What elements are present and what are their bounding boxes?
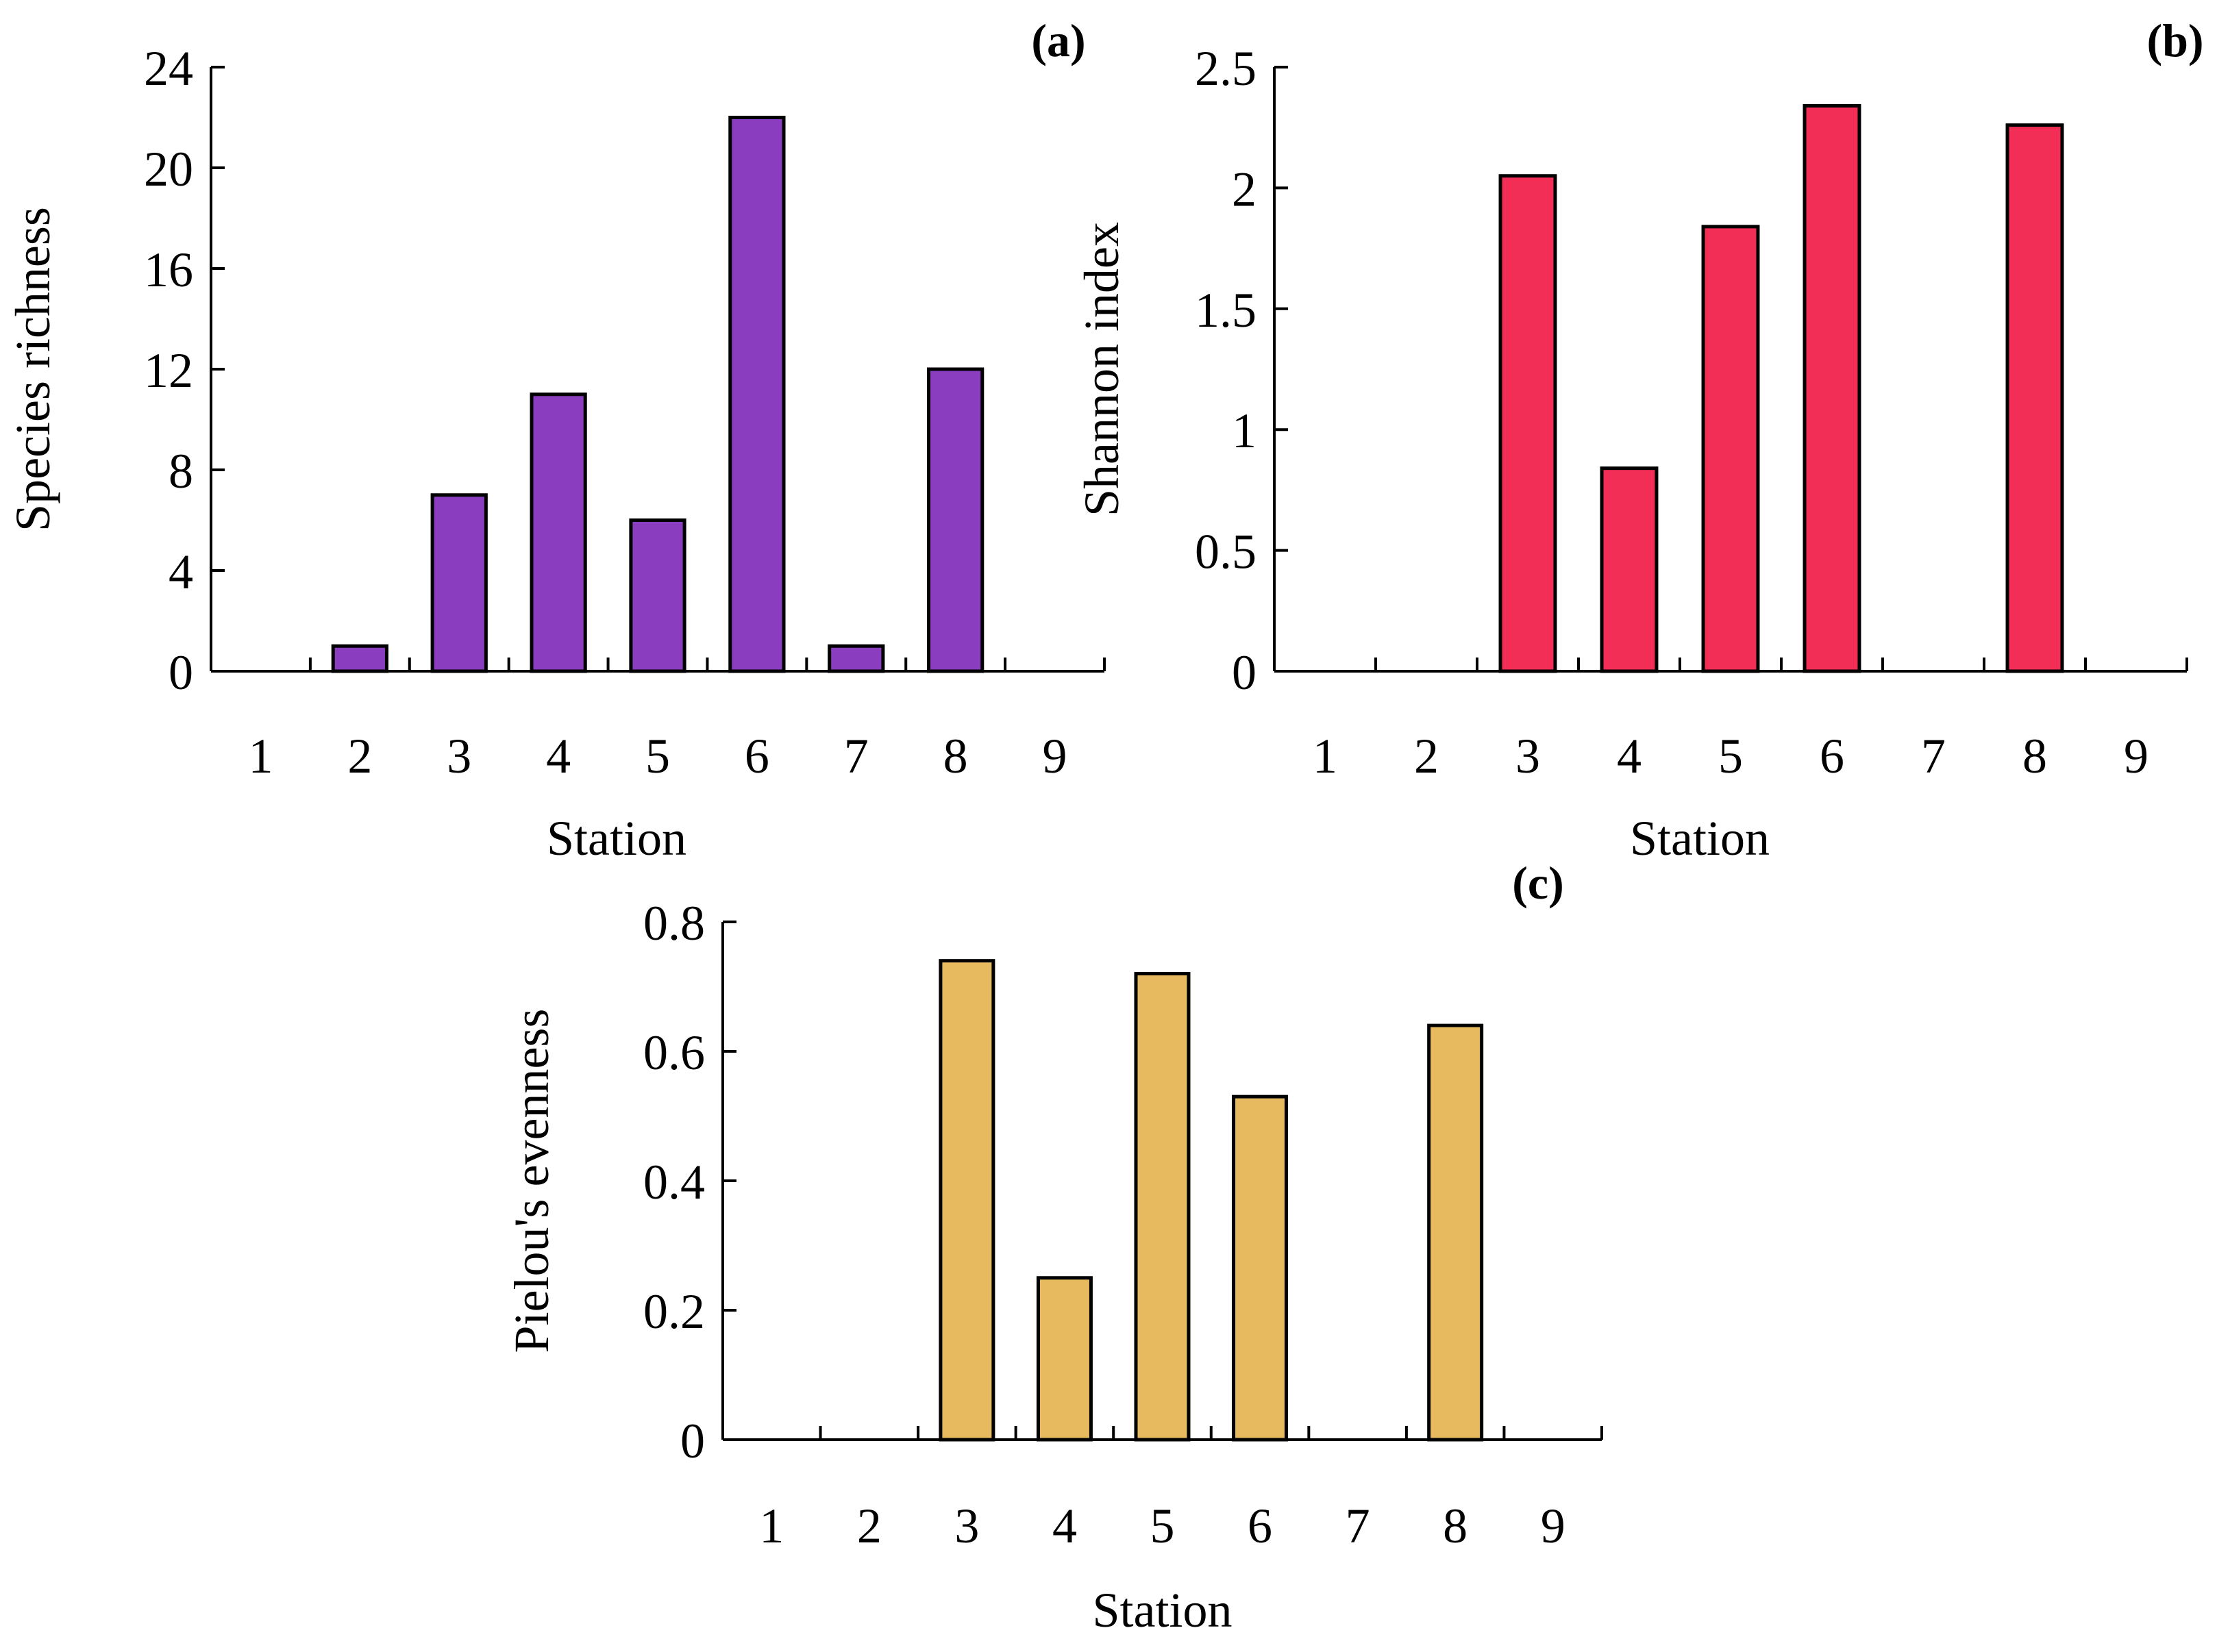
x-tick-label: 4 xyxy=(546,729,571,784)
bar xyxy=(1036,1276,1093,1442)
panel-b: 0 0.5 1 1.5 2 2.5 1 2 3 4 5 6 7 8 9 Station Shannon inde… xyxy=(1074,14,2204,866)
bar xyxy=(1498,174,1557,673)
y-tick-label: 0.2 xyxy=(643,1284,705,1339)
x-tick-label: 7 xyxy=(844,729,869,784)
bar xyxy=(1600,466,1659,673)
y-tick-label: 0.6 xyxy=(643,1025,705,1080)
x-tick-label: 1 xyxy=(759,1499,784,1553)
x-axis-title: Station xyxy=(1092,1583,1232,1638)
x-tick-label: 8 xyxy=(1443,1499,1467,1553)
x-tick-label: 2 xyxy=(857,1499,882,1553)
bar xyxy=(927,367,984,673)
bar xyxy=(1427,1023,1484,1442)
x-tick-label: 5 xyxy=(1718,729,1743,784)
x-tick-label: 6 xyxy=(745,729,769,784)
panel-label: (b) xyxy=(2146,14,2203,66)
y-tick-label: 0 xyxy=(1232,645,1256,700)
x-tick-label: 2 xyxy=(347,729,372,784)
y-tick-label: 24 xyxy=(144,41,193,96)
bar xyxy=(331,644,388,673)
y-tick-label: 20 xyxy=(144,142,193,197)
x-tick-label: 9 xyxy=(2124,729,2148,784)
x-tick-label: 4 xyxy=(1052,1499,1077,1553)
x-tick-label: 7 xyxy=(1346,1499,1370,1553)
x-tick-label: 8 xyxy=(943,729,968,784)
bar xyxy=(430,493,488,673)
x-tick-label: 6 xyxy=(1820,729,1844,784)
bar xyxy=(939,959,995,1442)
y-tick-label: 16 xyxy=(144,242,193,297)
x-tick-label: 6 xyxy=(1248,1499,1272,1553)
y-tick-label: 2.5 xyxy=(1195,41,1256,96)
y-tick-label: 8 xyxy=(169,444,193,499)
y-tick-label: 0.4 xyxy=(643,1155,705,1210)
bar xyxy=(1134,972,1191,1442)
bar xyxy=(1232,1094,1289,1442)
y-tick-label: 0.8 xyxy=(643,896,705,951)
bar xyxy=(728,116,786,673)
y-axis-title: Species richness xyxy=(5,207,60,531)
x-tick-label: 3 xyxy=(447,729,471,784)
panel-label: (a) xyxy=(1031,14,1085,66)
x-tick-label: 8 xyxy=(2022,729,2047,784)
x-tick-label: 1 xyxy=(1313,729,1337,784)
x-axis-title: Station xyxy=(1630,811,1770,866)
y-axis-title: Pielou's evenness xyxy=(504,1009,559,1353)
x-tick-label: 2 xyxy=(1414,729,1439,784)
panel-c: 0 0.2 0.4 0.6 0.8 1 2 3 4 5 6 7 8 9 Station Pielou's ev… xyxy=(504,857,1603,1638)
bar xyxy=(629,518,686,673)
y-tick-label: 0 xyxy=(169,645,193,700)
x-tick-label: 9 xyxy=(1541,1499,1565,1553)
x-tick-label: 4 xyxy=(1617,729,1642,784)
y-tick-label: 4 xyxy=(169,545,193,599)
y-tick-label: 0 xyxy=(680,1414,705,1468)
bar xyxy=(1701,225,1760,673)
y-tick-label: 1.5 xyxy=(1195,283,1256,338)
y-axis-title: Shannon index xyxy=(1074,222,1129,516)
bar xyxy=(2005,123,2064,673)
x-axis-title: Station xyxy=(547,811,686,866)
x-tick-label: 5 xyxy=(1150,1499,1175,1553)
x-tick-label: 9 xyxy=(1043,729,1067,784)
bar xyxy=(828,644,885,673)
panel-label: (c) xyxy=(1512,857,1563,909)
y-tick-label: 1 xyxy=(1232,403,1256,458)
x-tick-label: 7 xyxy=(1921,729,1946,784)
y-tick-label: 2 xyxy=(1232,162,1256,216)
bar xyxy=(1803,103,1861,673)
x-tick-label: 5 xyxy=(645,729,670,784)
y-tick-label: 0.5 xyxy=(1195,525,1256,579)
y-tick-label: 12 xyxy=(144,343,193,398)
x-tick-label: 3 xyxy=(954,1499,979,1553)
x-tick-label: 1 xyxy=(248,729,273,784)
x-tick-label: 3 xyxy=(1515,729,1540,784)
bar xyxy=(530,392,587,673)
